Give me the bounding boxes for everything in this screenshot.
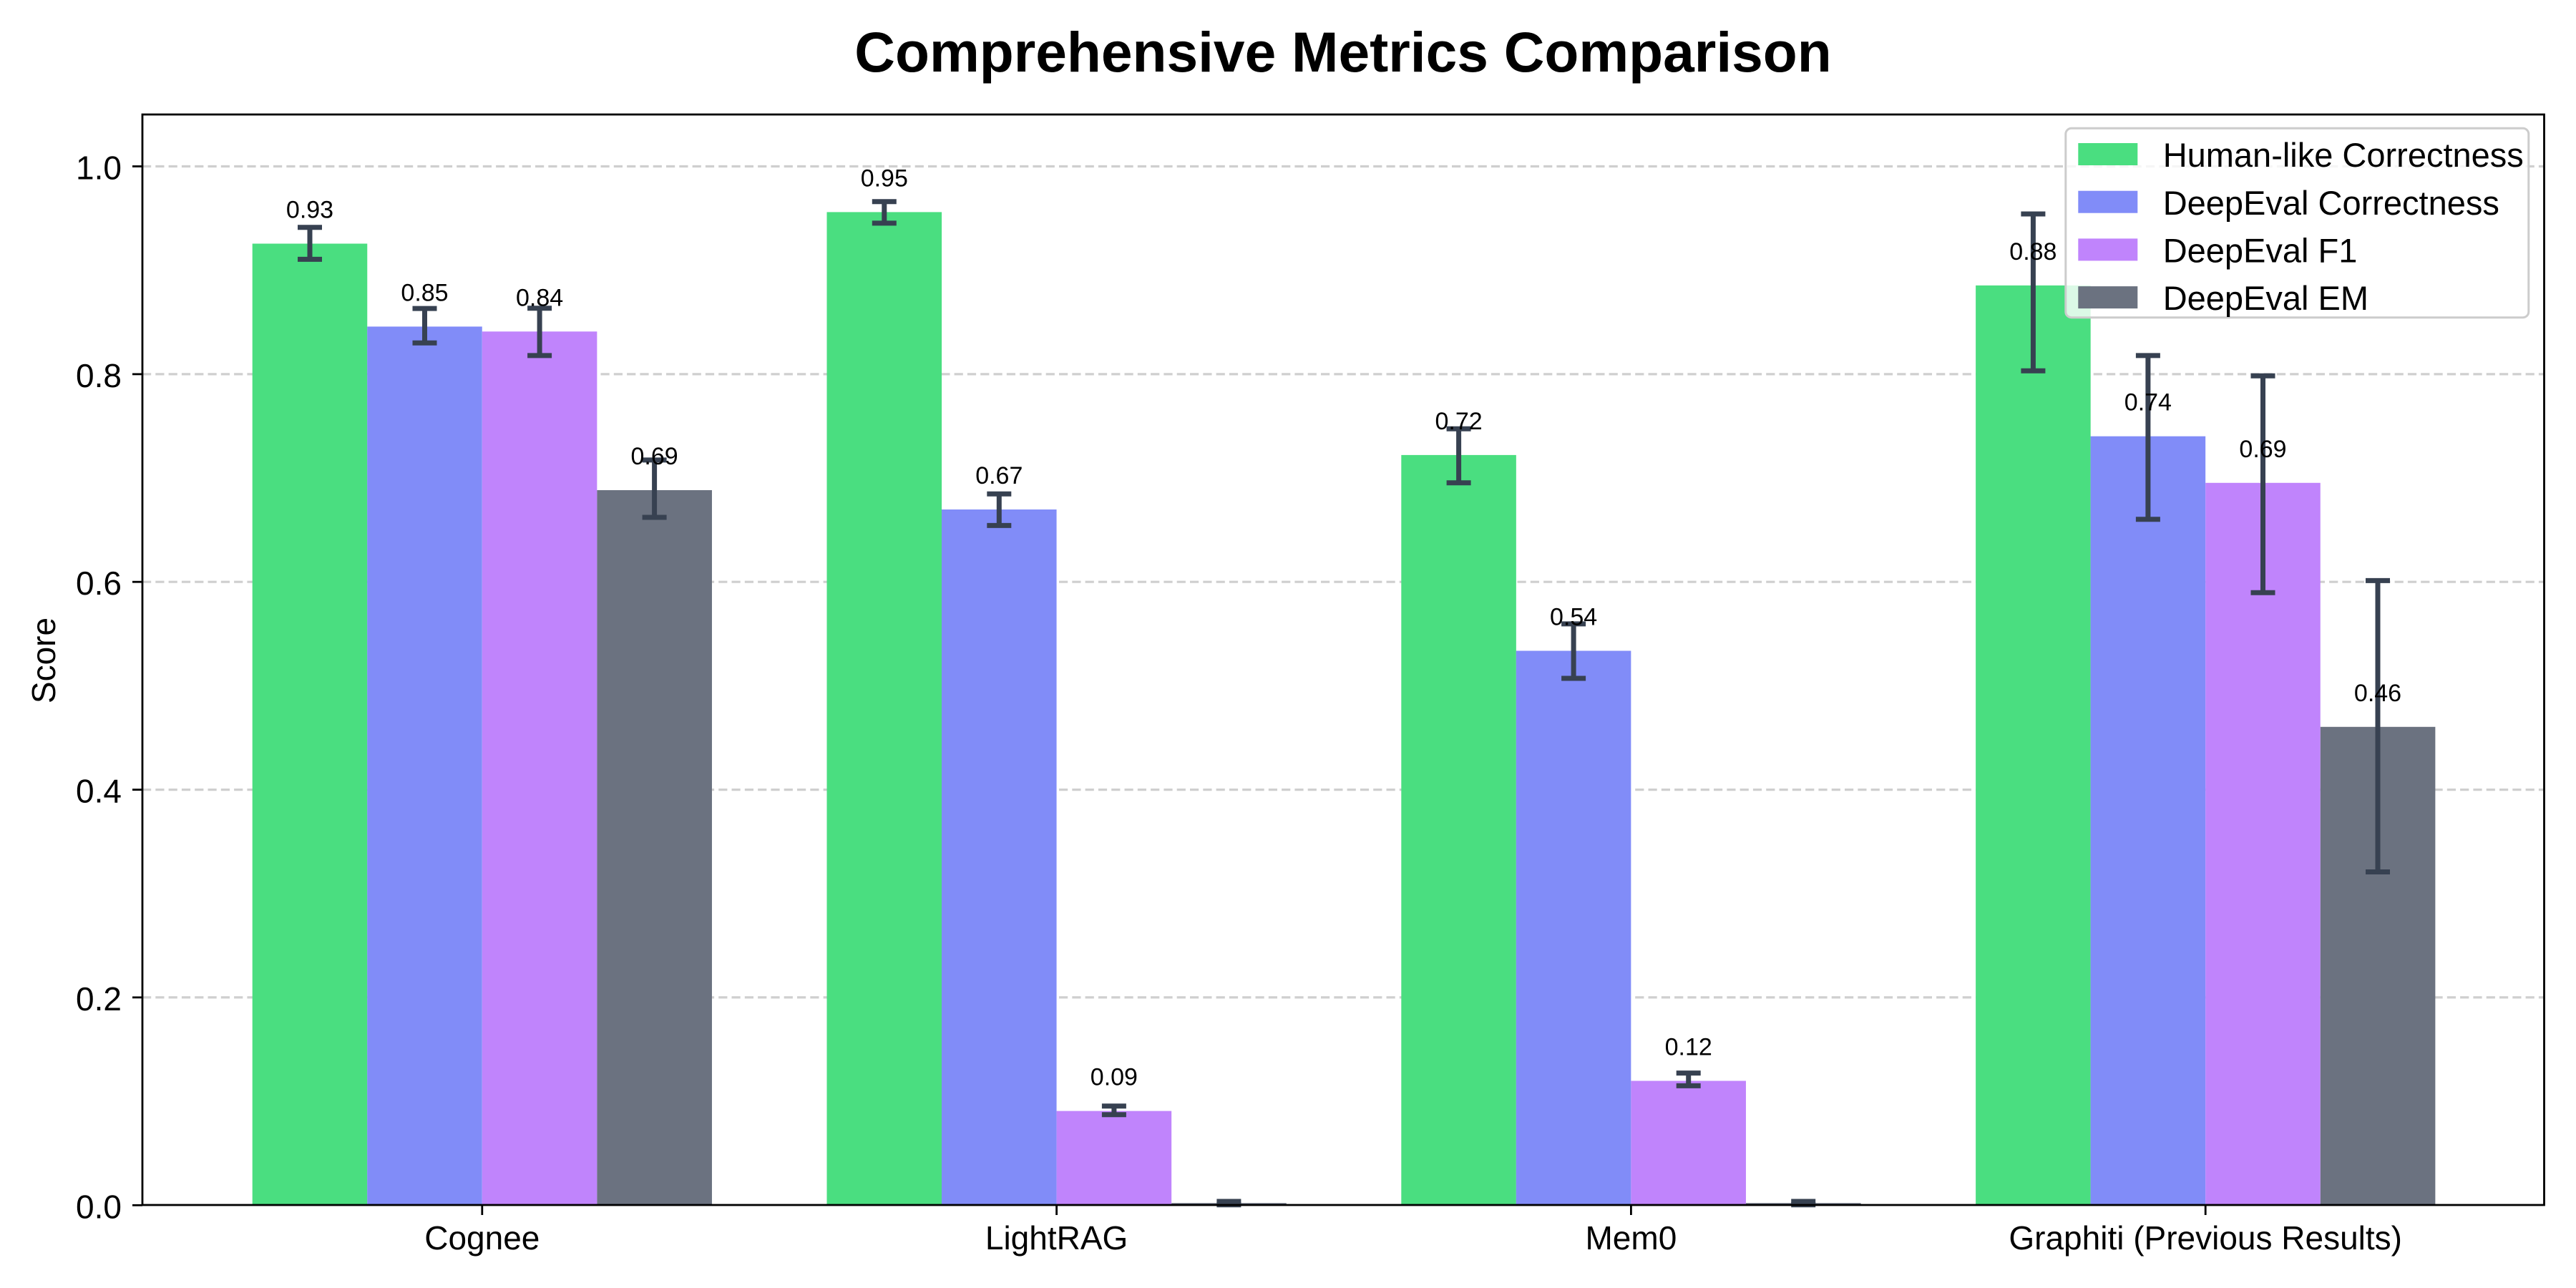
svg-text:0.95: 0.95: [861, 165, 908, 192]
svg-text:Comprehensive Metrics Comparis: Comprehensive Metrics Comparison: [854, 21, 1831, 84]
svg-text:0.46: 0.46: [2354, 680, 2401, 707]
svg-text:0.72: 0.72: [1435, 408, 1483, 435]
svg-text:0.84: 0.84: [516, 284, 563, 311]
svg-text:Graphiti (Previous Results): Graphiti (Previous Results): [2009, 1219, 2402, 1257]
svg-text:0.74: 0.74: [2124, 389, 2172, 416]
svg-text:0.2: 0.2: [76, 980, 122, 1018]
svg-text:0.6: 0.6: [76, 565, 122, 602]
svg-text:0.69: 0.69: [2239, 436, 2286, 463]
svg-text:0.93: 0.93: [286, 197, 333, 224]
svg-text:0.12: 0.12: [1665, 1034, 1712, 1061]
svg-text:0.54: 0.54: [1550, 604, 1597, 631]
svg-text:1.0: 1.0: [76, 150, 122, 187]
svg-text:0.09: 0.09: [1091, 1064, 1138, 1091]
svg-text:DeepEval EM: DeepEval EM: [2163, 279, 2368, 317]
svg-text:Score: Score: [25, 618, 62, 703]
svg-text:DeepEval F1: DeepEval F1: [2163, 232, 2358, 270]
svg-text:0.8: 0.8: [76, 357, 122, 394]
svg-text:DeepEval Correctness: DeepEval Correctness: [2163, 184, 2499, 222]
svg-text:0.4: 0.4: [76, 773, 122, 810]
svg-text:Mem0: Mem0: [1585, 1219, 1677, 1257]
svg-text:0.67: 0.67: [975, 462, 1023, 489]
svg-text:0.85: 0.85: [401, 279, 448, 306]
svg-text:Human-like Correctness: Human-like Correctness: [2163, 136, 2524, 174]
svg-text:Cognee: Cognee: [424, 1219, 540, 1257]
svg-text:0.69: 0.69: [631, 443, 678, 470]
svg-text:LightRAG: LightRAG: [985, 1219, 1128, 1257]
svg-text:0.0: 0.0: [76, 1188, 122, 1225]
svg-text:0.88: 0.88: [2009, 238, 2057, 265]
